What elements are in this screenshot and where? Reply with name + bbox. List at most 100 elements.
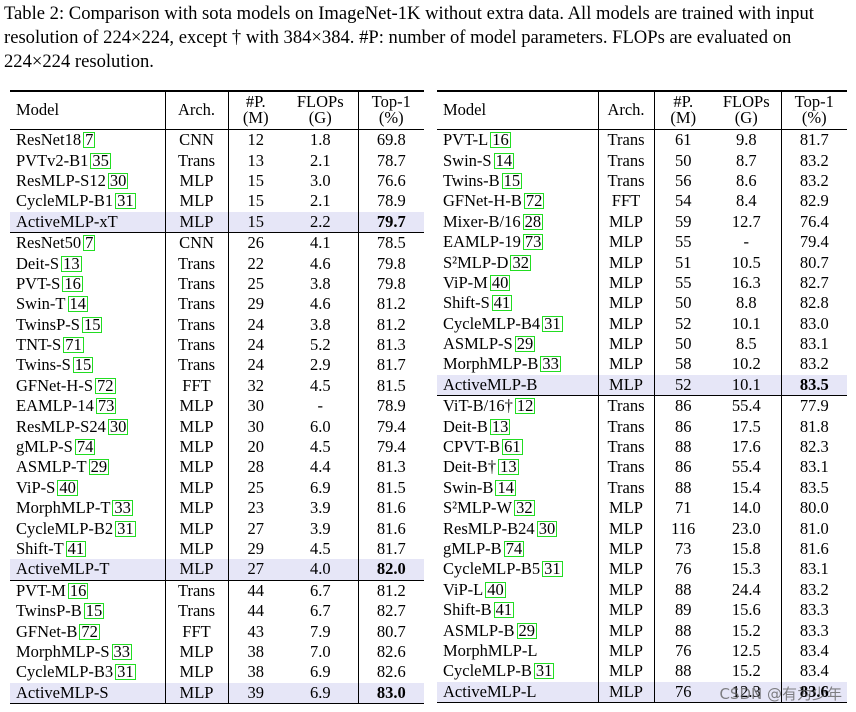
cell: MLP [165, 191, 229, 212]
top1-text: 82.9 [799, 191, 829, 211]
cell: 73 [654, 539, 712, 559]
citation: 7 [83, 233, 96, 253]
model-text: CycleMLP-B2 [16, 518, 114, 538]
cell: Shift-B 41 [437, 599, 599, 621]
arch-text: MLP [179, 396, 214, 416]
cell: 83.2 [781, 171, 847, 191]
header-row: Model Arch. #P. (M) FLOPs (G) Top-1 (%) [437, 90, 847, 130]
cell: 82.8 [781, 293, 847, 313]
cell: MLP [598, 252, 655, 273]
params-text: 86 [675, 457, 692, 477]
cell: 15.2 [712, 661, 782, 682]
params-text: 52 [675, 374, 692, 394]
table-row: CPVT-B 61 Trans 88 17.6 82.3 [437, 436, 847, 458]
model-text: CycleMLP-B4 [443, 313, 541, 333]
cell: 79.8 [358, 274, 424, 294]
model-text: CycleMLP-B1 [16, 191, 114, 211]
cell: 88 [654, 580, 712, 600]
table-row: Swin-T 14 Trans 29 4.6 81.2 [10, 294, 424, 315]
flops-text: 3.9 [309, 518, 331, 538]
cell: CNN [165, 129, 229, 151]
cell: CNN [165, 231, 229, 254]
table-row: ASMLP-B 29 MLP 88 15.2 83.3 [437, 620, 847, 641]
table-row: CycleMLP-B4 31 MLP 52 10.1 83.0 [437, 313, 847, 334]
cell: ResNet50 7 [10, 231, 166, 254]
cell: 2.1 [283, 150, 359, 171]
top1-text: 79.7 [376, 211, 406, 231]
params-text: 27 [247, 559, 265, 579]
top1-text: 80.7 [799, 252, 829, 272]
cell: 76 [654, 681, 712, 703]
table-row: Shift-B 41 MLP 89 15.6 83.3 [437, 599, 847, 621]
cell: 6.7 [283, 600, 359, 622]
model-text: MorphMLP-T [16, 498, 111, 518]
arch-text: MLP [179, 498, 214, 518]
table-row: ViP-L 40 MLP 88 24.4 83.2 [437, 579, 847, 600]
flops-text: 15.2 [731, 620, 761, 640]
params-text: 50 [675, 150, 692, 170]
top1-text: 83.2 [799, 579, 829, 599]
citation: 41 [493, 600, 515, 620]
arch-text: Trans [178, 294, 215, 314]
top1-text: 83.5 [799, 477, 829, 497]
cell: MLP [598, 620, 655, 641]
table-row: S²MLP-W 32 MLP 71 14.0 80.0 [437, 498, 847, 519]
cell: 6.9 [283, 477, 359, 499]
cell: Shift-T 41 [10, 538, 166, 560]
flops-text: 15.4 [731, 477, 761, 497]
cell: 20 [228, 437, 283, 457]
flops-text: 3.0 [309, 170, 331, 190]
model-text: ViP-L [443, 579, 484, 599]
cell: Deit-B 13 [437, 416, 599, 437]
cell: MLP [165, 641, 229, 663]
table-row: Twins-S 15 Trans 24 2.9 81.7 [10, 355, 424, 376]
flops-text: 4.4 [309, 457, 331, 477]
model-text: TwinsP-S [16, 314, 80, 334]
params-text: 24 [247, 355, 265, 375]
arch-text: Trans [607, 396, 645, 416]
cell: Twins-S 15 [10, 355, 166, 376]
top1-text: 83.4 [799, 640, 829, 660]
cell: ActiveMLP-xT [10, 211, 166, 233]
citation: 29 [88, 457, 110, 477]
cell: 82.6 [358, 662, 424, 682]
column-header: Arch. [598, 90, 655, 130]
cell: 2.2 [283, 211, 359, 233]
header-line: #P. [673, 92, 694, 111]
cell: ResMLP-S12 30 [10, 170, 166, 192]
params-text: 52 [675, 313, 692, 333]
cell: 77.9 [781, 395, 847, 417]
flops-text: 7.0 [309, 641, 331, 661]
cell: 27 [228, 518, 283, 538]
citation: 41 [65, 539, 87, 558]
table-row: MorphMLP-T 33 MLP 23 3.9 81.6 [10, 498, 424, 519]
arch-text: MLP [609, 354, 643, 374]
cell: MorphMLP-L [437, 640, 599, 662]
model-text: MorphMLP-L [443, 640, 538, 660]
cell: 43 [228, 621, 283, 641]
citation: 31 [115, 662, 136, 682]
flops-text: 6.0 [309, 416, 331, 436]
top1-text: 83.6 [799, 681, 829, 701]
table-header: Model Arch. #P. (M) FLOPs (G) Top-1 (%) [10, 90, 424, 130]
cell: MLP [598, 293, 655, 314]
arch-text: MLP [609, 681, 643, 701]
cell: PVT-M 16 [10, 579, 166, 601]
model-text: TwinsP-B [16, 601, 82, 621]
model-text: Twins-B [443, 170, 500, 190]
table-row: ActiveMLP-L MLP 76 12.3 83.6 [437, 681, 847, 703]
model-text: GFNet-B [16, 621, 78, 641]
table-row: GFNet-H-B 72 FFT 54 8.4 82.9 [437, 191, 847, 212]
flops-text: 24.4 [731, 579, 761, 599]
cell: 83.2 [781, 354, 847, 374]
model-text: MorphMLP-S [16, 641, 110, 661]
table-row: Mixer-B/16 28 MLP 59 12.7 76.4 [437, 211, 847, 232]
params-text: 25 [247, 273, 265, 293]
flops-text: 2.2 [309, 211, 331, 231]
arch-text: MLP [179, 682, 214, 702]
cell: ASMLP-S 29 [437, 333, 599, 355]
cell: 81.7 [358, 539, 424, 559]
top1-text: 78.9 [376, 191, 406, 211]
cell: 52 [654, 374, 712, 396]
cell: Swin-T 14 [10, 294, 166, 315]
